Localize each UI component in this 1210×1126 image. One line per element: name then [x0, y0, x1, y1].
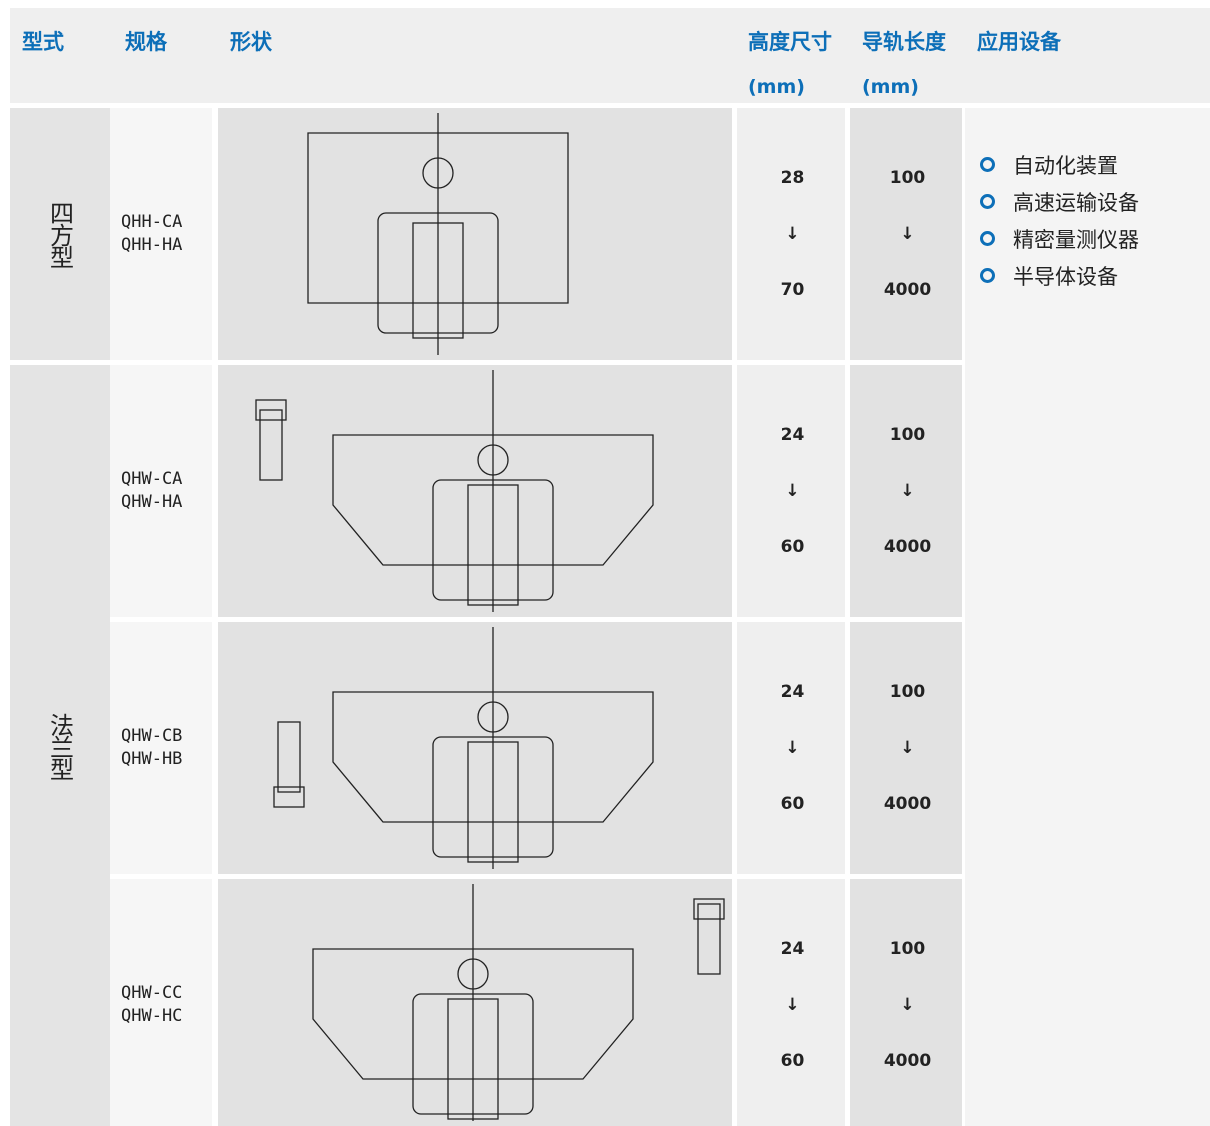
height-text: ↓	[785, 224, 800, 244]
type-cell: 法兰型	[10, 365, 110, 1126]
length-text: 100	[889, 425, 926, 445]
shape-drawing	[312, 884, 725, 1121]
cell	[110, 365, 212, 617]
cell	[737, 879, 845, 1126]
length-text: 100	[889, 939, 926, 959]
application-item: 半导体设备	[980, 257, 1118, 294]
length-text: ↓	[900, 995, 915, 1015]
model-text: QHH-HA	[121, 235, 183, 255]
cell	[737, 108, 845, 360]
header-cell: 应用设备	[977, 30, 1061, 54]
application-item: 高速运输设备	[980, 183, 1139, 220]
shape-drawing	[273, 627, 654, 869]
cell	[110, 622, 212, 874]
header-unit: (mm)	[748, 76, 805, 98]
cell	[110, 879, 212, 1126]
header-cell: 形状	[230, 30, 272, 54]
model-text: QHW-CA	[121, 469, 183, 489]
header-unit: (mm)	[862, 76, 919, 98]
cell	[850, 108, 962, 360]
type-text: 四方型	[45, 201, 74, 267]
bullet	[980, 231, 995, 246]
height-text: 24	[780, 939, 805, 959]
length-text: 4000	[883, 280, 932, 300]
model-text: QHW-HB	[121, 749, 183, 769]
height-text: 60	[780, 1051, 805, 1071]
bullet	[980, 194, 995, 209]
cell	[850, 622, 962, 874]
application-text: 精密量测仪器	[1013, 227, 1139, 252]
header-bg	[10, 8, 1210, 103]
cell	[218, 108, 732, 360]
cell	[737, 622, 845, 874]
application-item: 自动化装置	[980, 146, 1118, 183]
length-text: 4000	[883, 794, 932, 814]
height-text: 24	[780, 425, 805, 445]
bullet	[980, 157, 995, 172]
cell	[737, 365, 845, 617]
cell	[218, 622, 732, 874]
height-text: 24	[780, 682, 805, 702]
application-text: 半导体设备	[1013, 264, 1118, 289]
type-text: 法兰型	[45, 712, 74, 779]
application-item: 精密量测仪器	[980, 220, 1139, 257]
length-text: ↓	[900, 224, 915, 244]
length-text: ↓	[900, 738, 915, 758]
height-text: 60	[780, 537, 805, 557]
model-text: QHH-CA	[121, 212, 183, 232]
height-text: 60	[780, 794, 805, 814]
height-text: ↓	[785, 481, 800, 501]
bullet	[980, 268, 995, 283]
model-text: QHW-CB	[121, 726, 183, 746]
header-cell: 高度尺寸	[748, 30, 832, 54]
shape-drawing	[255, 370, 654, 612]
application-text: 自动化装置	[1013, 153, 1118, 178]
model-text: QHW-CC	[121, 983, 183, 1003]
header-cell: 导轨长度	[862, 30, 946, 54]
header-cell: 规格	[125, 30, 167, 54]
height-text: 70	[780, 280, 805, 300]
model-text: QHW-HC	[121, 1006, 183, 1026]
cell	[110, 108, 212, 360]
height-text: ↓	[785, 995, 800, 1015]
cell	[218, 879, 732, 1126]
cell	[850, 879, 962, 1126]
cell	[850, 365, 962, 617]
type-cell: 四方型	[10, 108, 110, 360]
cell	[218, 365, 732, 617]
model-text: QHW-HA	[121, 492, 183, 512]
length-text: 100	[889, 682, 926, 702]
application-text: 高速运输设备	[1013, 190, 1139, 215]
application-cell	[965, 108, 1210, 1126]
length-text: ↓	[900, 481, 915, 501]
shape-drawing	[307, 113, 569, 355]
header-cell: 型式	[22, 30, 64, 54]
length-text: 4000	[883, 537, 932, 557]
length-text: 4000	[883, 1051, 932, 1071]
height-text: 28	[780, 168, 805, 188]
length-text: 100	[889, 168, 926, 188]
height-text: ↓	[785, 738, 800, 758]
